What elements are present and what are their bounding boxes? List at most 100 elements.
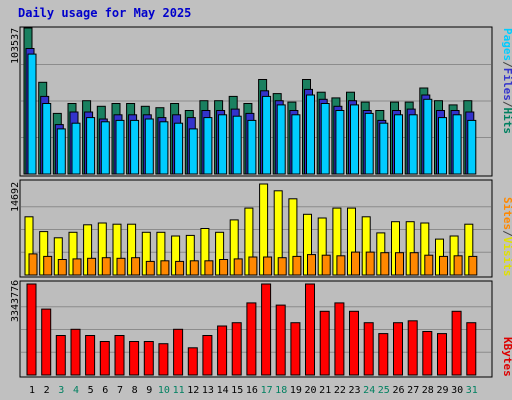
bar-sites <box>439 255 448 276</box>
bar-pages <box>56 128 66 175</box>
bar-kbytes <box>99 341 110 376</box>
bar-sites <box>28 253 38 276</box>
bar-sites <box>380 252 390 276</box>
x-tick-label: 4 <box>73 385 79 396</box>
x-tick-label: 24 <box>363 385 375 396</box>
x-tick-label: 7 <box>117 385 123 396</box>
x-tick-label: 6 <box>102 385 108 396</box>
bar-kbytes <box>334 302 345 376</box>
x-tick-label: 19 <box>290 385 302 396</box>
bar-pages <box>452 114 462 175</box>
legend-entry: Files <box>501 68 512 101</box>
bar-kbytes <box>143 341 154 376</box>
bar-sites <box>43 255 53 276</box>
bar-kbytes <box>202 335 213 376</box>
bar-pages <box>276 104 286 175</box>
bar-pages <box>379 122 389 175</box>
bar-sites <box>189 260 199 276</box>
bar-sites <box>351 251 360 276</box>
bar-kbytes <box>173 328 184 376</box>
bar-kbytes <box>451 310 462 376</box>
bar-pages <box>335 110 345 175</box>
bar-kbytes <box>26 283 37 376</box>
bar-pages <box>71 122 81 175</box>
bar-kbytes <box>114 335 125 376</box>
bar-pages <box>306 94 315 175</box>
bar-pages <box>408 114 418 175</box>
bar-pages <box>100 121 110 175</box>
chart-title: Daily usage for May 2025 <box>18 6 191 20</box>
x-tick-label: 17 <box>261 385 273 396</box>
x-tick-label: 25 <box>378 385 390 396</box>
x-tick-label: 9 <box>146 385 152 396</box>
legend-bottom: KBytes <box>501 337 512 377</box>
x-tick-label: 5 <box>88 385 94 396</box>
x-tick-label: 14 <box>217 385 229 396</box>
y-max-label-top: 103537 <box>10 28 21 64</box>
bar-sites <box>233 258 243 276</box>
bar-kbytes <box>55 335 66 376</box>
x-tick-label: 30 <box>451 385 463 396</box>
x-tick-label: 11 <box>173 385 185 396</box>
legend-entry: Hits <box>501 108 512 135</box>
bar-pages <box>86 117 96 175</box>
x-tick-label: 22 <box>334 385 346 396</box>
x-tick-label: 23 <box>348 385 360 396</box>
x-tick-label: 8 <box>132 385 138 396</box>
bar-pages <box>262 95 272 175</box>
bar-sites <box>160 260 170 276</box>
bar-kbytes <box>319 310 330 376</box>
bar-sites <box>321 254 331 276</box>
bar-pages <box>203 117 213 175</box>
bar-kbytes <box>437 333 447 376</box>
bar-pages <box>247 119 257 175</box>
bar-kbytes <box>378 333 389 376</box>
bar-kbytes <box>246 302 257 376</box>
bar-sites <box>131 257 141 276</box>
y-max-label-bottom: 3343776 <box>10 280 21 322</box>
bar-kbytes <box>85 335 96 376</box>
bar-pages <box>350 104 359 175</box>
bar-pages <box>144 118 154 175</box>
legend-top: Pages/Files/Hits <box>501 28 512 134</box>
bar-kbytes <box>217 325 228 376</box>
bar-sites <box>219 259 229 276</box>
legend-entry: KBytes <box>501 337 512 377</box>
bar-sites <box>175 260 185 276</box>
legend-entry: / <box>501 101 512 108</box>
x-tick-label: 1 <box>29 385 35 396</box>
bar-pages <box>115 119 125 175</box>
x-tick-label: 3 <box>58 385 64 396</box>
bar-kbytes <box>422 331 433 376</box>
x-tick-label: 12 <box>187 385 199 396</box>
x-tick-label: 18 <box>275 385 287 396</box>
bar-kbytes <box>129 341 140 376</box>
legend-entry: / <box>501 61 512 68</box>
x-tick-label: 26 <box>392 385 404 396</box>
bar-pages <box>218 114 228 175</box>
bar-sites <box>248 256 258 276</box>
bar-kbytes <box>158 343 169 376</box>
bar-kbytes <box>275 304 286 376</box>
bar-kbytes <box>231 322 242 376</box>
bar-sites <box>336 255 346 276</box>
bar-sites <box>204 260 214 276</box>
x-tick-label: 27 <box>407 385 419 396</box>
bar-kbytes <box>290 322 301 376</box>
bar-sites <box>145 260 155 276</box>
x-tick-label: 28 <box>422 385 434 396</box>
bar-sites <box>395 252 404 276</box>
bar-kbytes <box>305 283 315 376</box>
bars-layer <box>21 27 491 376</box>
bar-sites <box>307 254 316 276</box>
x-tick-label: 29 <box>436 385 448 396</box>
bar-sites <box>292 255 302 276</box>
bar-kbytes <box>70 328 81 376</box>
x-tick-label: 2 <box>44 385 50 396</box>
bar-pages <box>364 112 374 175</box>
bar-sites <box>57 259 67 276</box>
legend-entry: Sites <box>501 197 512 230</box>
bar-kbytes <box>393 322 403 376</box>
bar-pages <box>423 98 433 175</box>
